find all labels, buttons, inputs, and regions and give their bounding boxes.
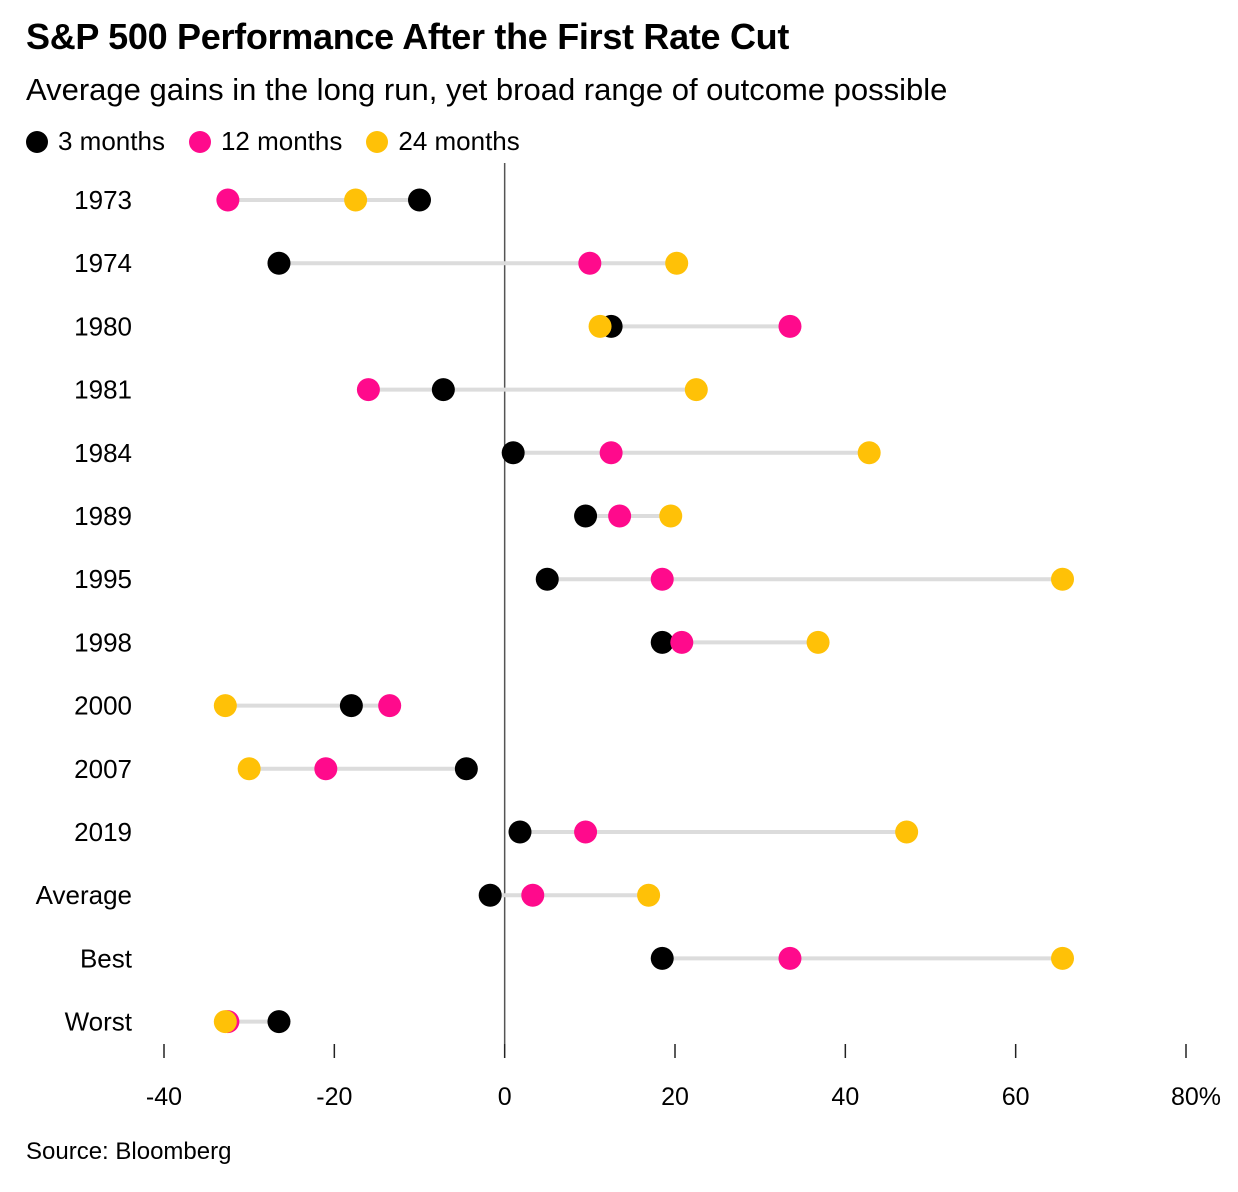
row-label-best: Best — [80, 943, 133, 973]
dot-3-months-1998 — [650, 630, 674, 654]
dot-3-months-1974 — [267, 251, 291, 275]
row-label-2000: 2000 — [74, 691, 132, 721]
chart-title: S&P 500 Performance After the First Rate… — [26, 16, 790, 57]
x-tick-label-80: 80% — [1171, 1083, 1221, 1111]
dot-12-months-2019 — [574, 820, 598, 844]
dot-3-months-2007 — [454, 757, 478, 781]
row-label-worst: Worst — [65, 1007, 133, 1037]
row-label-average: Average — [36, 880, 132, 910]
legend-label-3-months: 3 months — [58, 126, 165, 156]
legend-dot-3-months — [26, 130, 48, 153]
row-label-1984: 1984 — [74, 438, 132, 468]
legend-label-12-months: 12 months — [220, 126, 343, 156]
dot-3-months-1984 — [501, 441, 525, 465]
x-tick-label-40: 40 — [831, 1083, 859, 1111]
dot-24-months-1981 — [684, 378, 708, 402]
legend-dot-24-months — [366, 130, 389, 153]
dot-12-months-average — [521, 883, 545, 907]
dot-24-months-1989 — [659, 504, 683, 528]
dot-24-months-2000 — [213, 694, 237, 718]
dot-12-months-1980 — [778, 314, 802, 338]
legend-label-24-months: 24 months — [398, 126, 520, 156]
legend-dot-12-months — [188, 130, 211, 153]
row-label-1980: 1980 — [74, 311, 132, 341]
legend-item-12-months: 12 months — [188, 126, 343, 157]
dot-12-months-1998 — [670, 630, 694, 654]
row-label-2019: 2019 — [74, 817, 132, 847]
legend: 3 months 12 months 24 months — [26, 126, 544, 157]
legend-item-3-months: 3 months — [26, 126, 165, 157]
dot-24-months-1973 — [344, 188, 368, 212]
x-tick-label--20: -20 — [316, 1083, 352, 1111]
row-label-1998: 1998 — [74, 627, 132, 657]
row-label-1974: 1974 — [74, 248, 132, 278]
dot-24-months-1974 — [665, 251, 689, 275]
dot-24-months-best — [1051, 946, 1075, 970]
dot-3-months-2019 — [508, 820, 532, 844]
dot-3-months-best — [650, 946, 674, 970]
source-note: Source: Bloomberg — [26, 1138, 232, 1165]
x-tick-label-0: 0 — [498, 1083, 512, 1111]
dot-24-months-1984 — [857, 441, 881, 465]
dot-24-months-worst — [213, 1010, 237, 1034]
dot-3-months-1995 — [535, 567, 559, 591]
dot-12-months-1989 — [608, 504, 632, 528]
dot-24-months-1980 — [588, 314, 612, 338]
row-label-1989: 1989 — [74, 501, 132, 531]
dot-12-months-1974 — [578, 251, 602, 275]
dot-3-months-average — [478, 883, 502, 907]
dot-24-months-2007 — [237, 757, 261, 781]
dot-12-months-1995 — [650, 567, 674, 591]
dot-24-months-2019 — [895, 820, 919, 844]
dot-12-months-1973 — [216, 188, 240, 212]
dot-3-months-1973 — [408, 188, 431, 212]
dot-12-months-2000 — [378, 694, 402, 718]
chart-subtitle: Average gains in the long run, yet broad… — [26, 72, 948, 107]
dot-3-months-worst — [267, 1010, 291, 1034]
x-tick-label-20: 20 — [661, 1083, 689, 1111]
row-label-2007: 2007 — [74, 754, 132, 784]
x-tick-label-60: 60 — [1002, 1083, 1030, 1111]
dot-12-months-1984 — [599, 441, 623, 465]
dot-12-months-1981 — [356, 378, 380, 402]
dot-12-months-best — [778, 946, 802, 970]
row-label-1973: 1973 — [74, 185, 132, 215]
x-tick-label--40: -40 — [146, 1083, 182, 1111]
dot-24-months-1995 — [1051, 567, 1075, 591]
dot-12-months-2007 — [314, 757, 338, 781]
dot-24-months-average — [637, 883, 661, 907]
row-label-1995: 1995 — [74, 564, 132, 594]
legend-item-24-months: 24 months — [366, 126, 520, 157]
dot-3-months-2000 — [339, 694, 363, 718]
dot-24-months-1998 — [806, 630, 830, 654]
dot-3-months-1989 — [574, 504, 598, 528]
dot-3-months-1981 — [431, 378, 455, 402]
row-label-1981: 1981 — [74, 375, 132, 405]
